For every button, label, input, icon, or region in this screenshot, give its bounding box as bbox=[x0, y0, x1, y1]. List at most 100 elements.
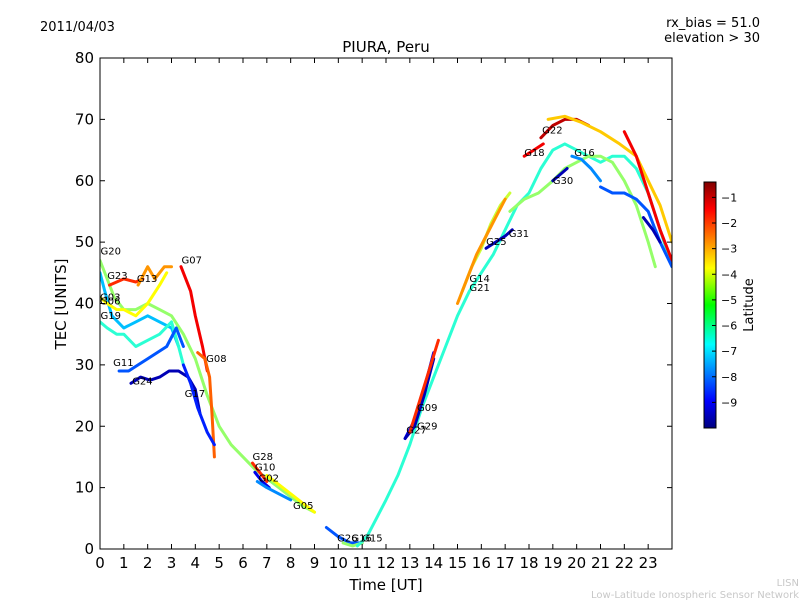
series-g17-10 bbox=[181, 363, 216, 447]
sat-label-g14-21: G14 bbox=[469, 274, 489, 285]
series-g07-6 bbox=[179, 265, 209, 373]
x-tick-label-15: 15 bbox=[448, 554, 467, 572]
rx-bias-label: rx_bias = 51.0 bbox=[666, 16, 760, 31]
series-layer bbox=[100, 114, 672, 548]
y-tick-label-20: 20 bbox=[75, 417, 94, 435]
x-tick-label-23: 23 bbox=[639, 554, 658, 572]
x-tick-label-5: 5 bbox=[214, 554, 224, 572]
colorbar-tick-label--1: −1 bbox=[721, 191, 737, 204]
series-g18-25 bbox=[522, 142, 545, 158]
sat-label-g28-11: G28 bbox=[253, 452, 273, 463]
x-tick-label-1: 1 bbox=[119, 554, 129, 572]
x-tick-label-18: 18 bbox=[519, 554, 538, 572]
x-tick-label-21: 21 bbox=[591, 554, 610, 572]
series-g26-15 bbox=[324, 526, 364, 545]
sat-label-g16-28: G16 bbox=[574, 148, 594, 159]
x-tick-label-6: 6 bbox=[238, 554, 248, 572]
y-tick-label-0: 0 bbox=[84, 540, 94, 558]
y-tick-label-80: 80 bbox=[75, 49, 94, 67]
colorbar-tick-layer: −1 −2 −3 −4 −5 −6 −7 −8 −9 bbox=[712, 191, 737, 409]
colorbar-tick-label--3: −3 bbox=[721, 243, 737, 256]
sat-label-g29-20: G29 bbox=[417, 421, 437, 432]
sat-label-g30-27: G30 bbox=[553, 176, 573, 187]
sat-label-g21-22: G21 bbox=[469, 283, 489, 294]
sat-label-g26-15: G26 bbox=[337, 534, 357, 545]
sat-label-g10-12: G10 bbox=[255, 462, 275, 473]
y-tick-label-40: 40 bbox=[75, 295, 94, 313]
sat-label-g08-7: G08 bbox=[206, 354, 226, 365]
sat-label-g13-2: G13 bbox=[137, 274, 157, 285]
sat-label-g20-0: G20 bbox=[101, 246, 121, 257]
elevation-label: elevation > 30 bbox=[664, 31, 760, 46]
sat-label-g24-9: G24 bbox=[132, 377, 152, 388]
x-tick-label-19: 19 bbox=[543, 554, 562, 572]
colorbar-tick-label--8: −8 bbox=[721, 371, 737, 384]
series-g22b-29 bbox=[546, 114, 672, 244]
series-g13-2 bbox=[136, 265, 173, 287]
series-g24-9 bbox=[129, 369, 202, 416]
series-g33-31 bbox=[599, 185, 672, 269]
sat-label-g18-25: G18 bbox=[524, 148, 544, 159]
x-tick-label-4: 4 bbox=[191, 554, 201, 572]
sat-label-g19-5: G19 bbox=[101, 311, 121, 322]
x-tick-label-13: 13 bbox=[400, 554, 419, 572]
sat-label-g23-1: G23 bbox=[107, 271, 127, 282]
y-tick-label-10: 10 bbox=[75, 479, 94, 497]
series-g05-14 bbox=[265, 473, 316, 514]
series-g16b-28 bbox=[570, 154, 602, 183]
series-g32-30 bbox=[622, 130, 672, 262]
x-tick-label-16: 16 bbox=[472, 554, 491, 572]
series-g21-22 bbox=[456, 197, 507, 305]
x-tick-label-10: 10 bbox=[329, 554, 348, 572]
x-tick-label-20: 20 bbox=[567, 554, 586, 572]
colorbar-tick-label--7: −7 bbox=[721, 345, 737, 358]
x-tick-label-7: 7 bbox=[262, 554, 272, 572]
x-tick-label-14: 14 bbox=[424, 554, 443, 572]
y-tick-label-60: 60 bbox=[75, 172, 94, 190]
colorbar-tick-label--4: −4 bbox=[721, 268, 737, 281]
x-tick-label-9: 9 bbox=[310, 554, 320, 572]
sat-label-g15-17: G15 bbox=[362, 534, 382, 545]
series-g19-5 bbox=[100, 320, 185, 367]
y-tick-label-70: 70 bbox=[75, 110, 94, 128]
series-g02-13 bbox=[255, 480, 293, 502]
sat-label-g02-13: G02 bbox=[259, 474, 279, 485]
x-tick-label-3: 3 bbox=[167, 554, 177, 572]
axis-tick-layer: 0 1 2 3 4 5 6 7 8 9 10 11 12 13 14 15 16 17 18 19 20 21 22 2301… bbox=[75, 49, 672, 572]
footer-org-short: LISN bbox=[777, 578, 799, 589]
sat-label-g07-6: G07 bbox=[182, 256, 202, 267]
date-label: 2011/04/03 bbox=[40, 20, 115, 35]
x-tick-label-0: 0 bbox=[95, 554, 105, 572]
y-tick-label-50: 50 bbox=[75, 233, 94, 251]
y-axis-label: TEC [UNITS] bbox=[52, 259, 70, 351]
series-g11-8 bbox=[117, 326, 185, 373]
sat-label-g31-24: G31 bbox=[509, 229, 529, 240]
sat-label-g27-19: G27 bbox=[406, 426, 426, 437]
colorbar-tick-label--9: −9 bbox=[721, 396, 737, 409]
sat-label-g16-16: G16 bbox=[351, 534, 371, 545]
plot-frame bbox=[99, 57, 673, 550]
series-g06-4 bbox=[100, 271, 169, 318]
x-tick-label-8: 8 bbox=[286, 554, 296, 572]
series-g10-12 bbox=[253, 470, 271, 490]
colorbar-tick-label--6: −6 bbox=[721, 320, 737, 333]
colorbar-tick-label--2: −2 bbox=[721, 217, 737, 230]
x-tick-label-22: 22 bbox=[615, 554, 634, 572]
sat-label-g09-18: G09 bbox=[417, 403, 437, 414]
x-tick-label-11: 11 bbox=[353, 554, 372, 572]
sat-label-g06-4: G06 bbox=[100, 297, 120, 308]
x-axis-label: Time [UT] bbox=[348, 576, 422, 594]
series-g08-7 bbox=[196, 351, 216, 459]
series-g30-27 bbox=[551, 167, 569, 183]
sat-label-g03-3: G03 bbox=[100, 292, 120, 303]
series-g31-24 bbox=[508, 154, 657, 269]
series-g29-20 bbox=[408, 338, 440, 434]
x-tick-label-2: 2 bbox=[143, 554, 153, 572]
series-g28-11 bbox=[251, 461, 269, 483]
series-g15-17 bbox=[355, 142, 672, 548]
x-tick-label-17: 17 bbox=[496, 554, 515, 572]
series-g34-32 bbox=[641, 216, 662, 244]
chart-title: PIURA, Peru bbox=[342, 38, 429, 56]
